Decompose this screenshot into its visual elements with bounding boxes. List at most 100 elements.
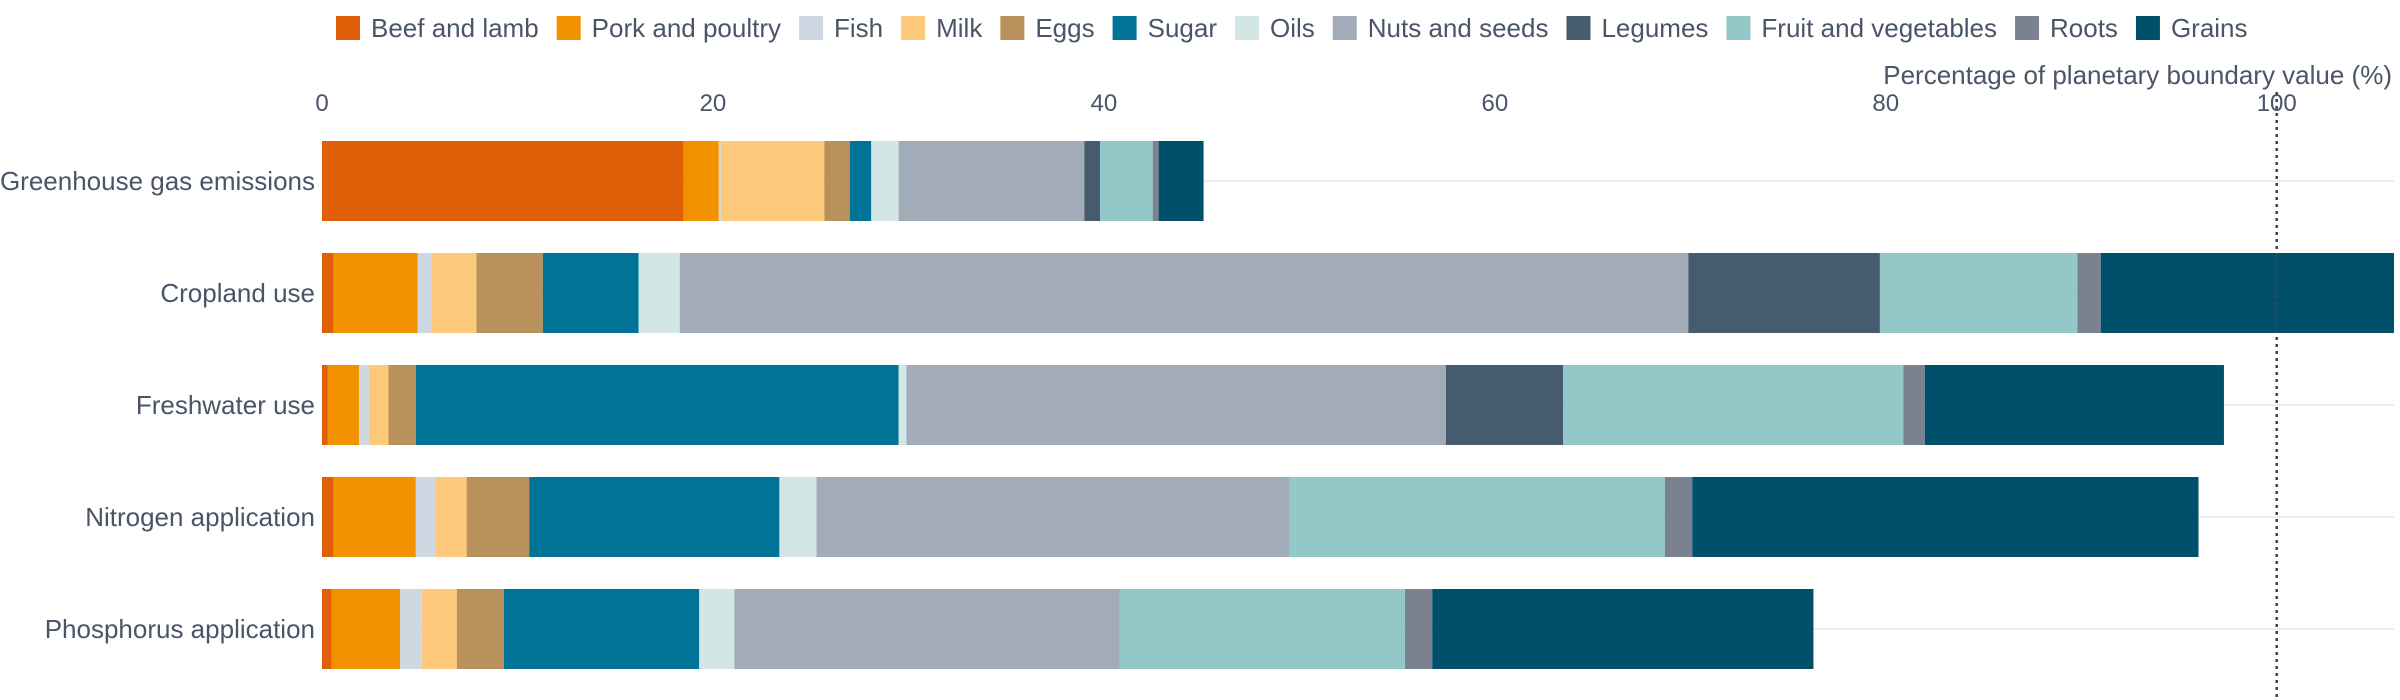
bar-segment (359, 365, 369, 445)
category-label: Freshwater use (136, 390, 315, 420)
bar-segment (679, 253, 1689, 333)
legend-swatch (1235, 16, 1259, 40)
bar-segment (1158, 141, 1204, 221)
legend-label: Fish (834, 13, 883, 43)
bar-segment (322, 477, 334, 557)
bar-segment (435, 477, 467, 557)
bar-segment (1099, 141, 1153, 221)
legend-item: Pork and poultry (556, 13, 781, 43)
bar-segment (417, 253, 432, 333)
category-labels: Greenhouse gas emissions Cropland use Fres… (0, 166, 315, 644)
bar-segment (1664, 477, 1693, 557)
bar-segment (898, 141, 1085, 221)
bar-segment (322, 141, 684, 221)
bar-segment (1445, 365, 1564, 445)
bar-segment (871, 141, 899, 221)
legend-label: Beef and lamb (371, 13, 539, 43)
legend-item: Grains (2135, 13, 2248, 43)
bar-segment (1879, 253, 2078, 333)
legend-label: Grains (2171, 13, 2248, 43)
legend-swatch (556, 16, 581, 40)
x-axis-ticks: 0 20 40 60 80 100 (315, 90, 2296, 117)
x-tick-label: 40 (1091, 90, 1118, 117)
bar-segment (779, 477, 817, 557)
legend-swatch (1112, 16, 1137, 40)
bar-segment (503, 589, 700, 669)
legend-swatch (799, 16, 823, 40)
category-label: Nitrogen application (85, 502, 315, 532)
bar-segment (1404, 589, 1433, 669)
bar-segment (456, 589, 504, 669)
bar-segment (720, 141, 825, 221)
bar-segment (1563, 365, 1904, 445)
bar-segment (388, 365, 416, 445)
bar-segment (2100, 253, 2394, 333)
legend-label: Oils (1270, 13, 1315, 43)
bar-segment (816, 477, 1290, 557)
bar-segment (322, 365, 328, 445)
legend: Beef and lamb Pork and poultry Fish Milk Egg… (336, 13, 2248, 43)
bar-segment (327, 365, 360, 445)
bar-segment (898, 365, 907, 445)
legend-swatch (901, 16, 926, 40)
legend-swatch (1726, 16, 1751, 40)
bar-segment (331, 589, 401, 669)
category-label: Greenhouse gas emissions (0, 166, 315, 196)
bar-segment (849, 141, 872, 221)
legend-label: Legumes (1601, 13, 1708, 43)
legend-item: Sugar (1112, 13, 1218, 43)
legend-swatch (1000, 16, 1025, 40)
bar-segment (1924, 365, 2224, 445)
bar-segment (333, 477, 416, 557)
bar-segment (466, 477, 530, 557)
bar-segment (1289, 477, 1665, 557)
bar-segment (431, 253, 477, 333)
legend-item: Legumes (1566, 13, 1708, 43)
legend-label: Fruit and vegetables (1761, 13, 1997, 43)
bar-segment (699, 589, 735, 669)
x-tick-label: 0 (315, 90, 328, 117)
bar-segment (1119, 589, 1405, 669)
legend-item: Milk (901, 13, 983, 43)
bar-segment (542, 253, 639, 333)
legend-label: Eggs (1035, 13, 1094, 43)
category-label: Phosphorus application (45, 614, 315, 644)
x-tick-label: 80 (1872, 90, 1899, 117)
legend-item: Nuts and seeds (1332, 13, 1549, 43)
legend-label: Pork and poultry (592, 13, 781, 43)
legend-item: Fruit and vegetables (1726, 13, 1997, 43)
bar-segment (824, 141, 850, 221)
bar-segment (906, 365, 1446, 445)
bar-segment (476, 253, 543, 333)
legend-item: Beef and lamb (336, 13, 539, 43)
bar-segment (1903, 365, 1925, 445)
category-label: Cropland use (160, 278, 315, 308)
legend-item: Fish (799, 13, 883, 43)
bar-segment (322, 589, 332, 669)
legend-item: Roots (2015, 13, 2118, 43)
bar-segment (529, 477, 780, 557)
bar-segment (718, 141, 721, 221)
legend-item: Oils (1235, 13, 1315, 43)
legend-swatch (336, 16, 360, 40)
bar-segment (415, 365, 899, 445)
bar-segment (421, 589, 457, 669)
bar-segment (1084, 141, 1100, 221)
legend-label: Nuts and seeds (1368, 13, 1549, 43)
legend-swatch (1332, 16, 1357, 40)
legend-label: Milk (936, 13, 983, 43)
legend-label: Sugar (1148, 13, 1218, 43)
bar-segment (400, 589, 422, 669)
legend-swatch (2015, 16, 2040, 40)
bar-segment (1688, 253, 1880, 333)
bar-segment (415, 477, 436, 557)
x-tick-label: 20 (700, 90, 727, 117)
bar-segment (1152, 141, 1159, 221)
bar-segment (734, 589, 1120, 669)
bar-segment (683, 141, 719, 221)
bar-segment (368, 365, 389, 445)
bar-segment (2077, 253, 2101, 333)
bar-segment (1692, 477, 2199, 557)
bar-segment (1432, 589, 1814, 669)
bar-segment (322, 253, 334, 333)
